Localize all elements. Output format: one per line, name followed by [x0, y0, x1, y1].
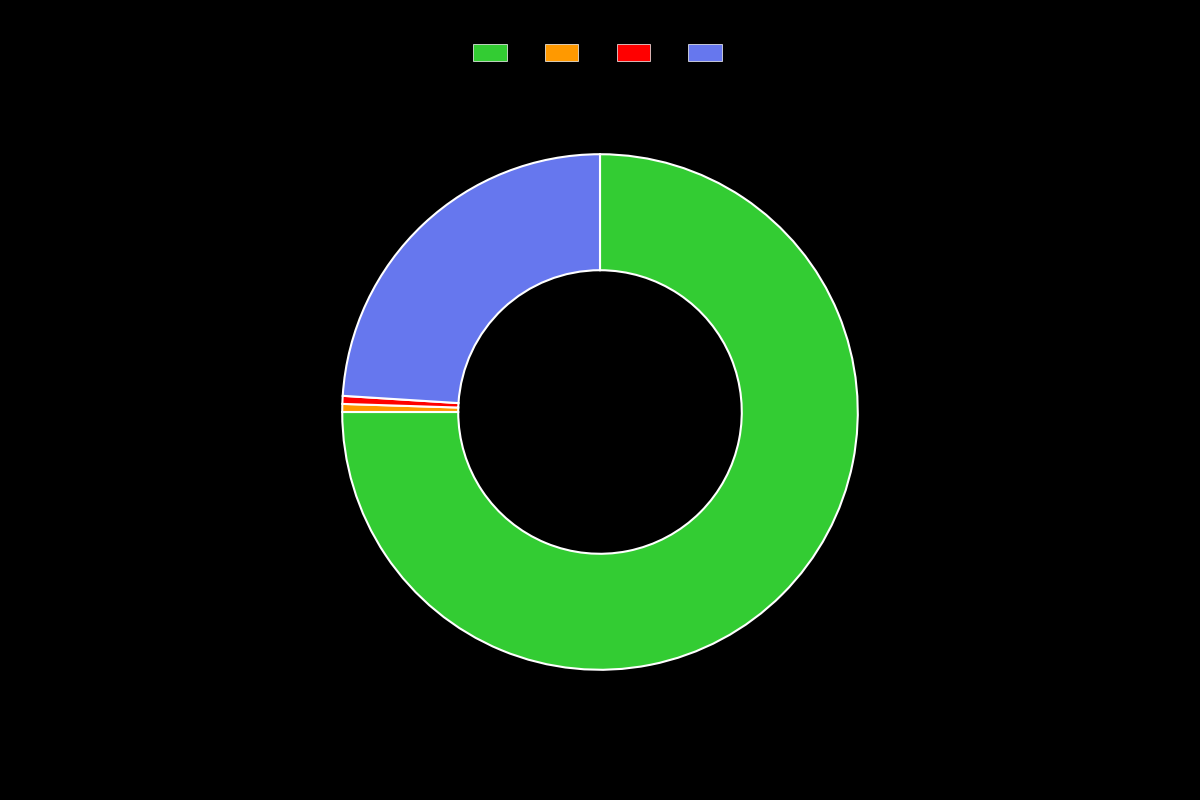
- Wedge shape: [343, 154, 600, 403]
- Wedge shape: [342, 396, 458, 407]
- Wedge shape: [342, 154, 858, 670]
- Wedge shape: [342, 404, 458, 412]
- Legend: , , , : , , ,: [467, 38, 733, 69]
